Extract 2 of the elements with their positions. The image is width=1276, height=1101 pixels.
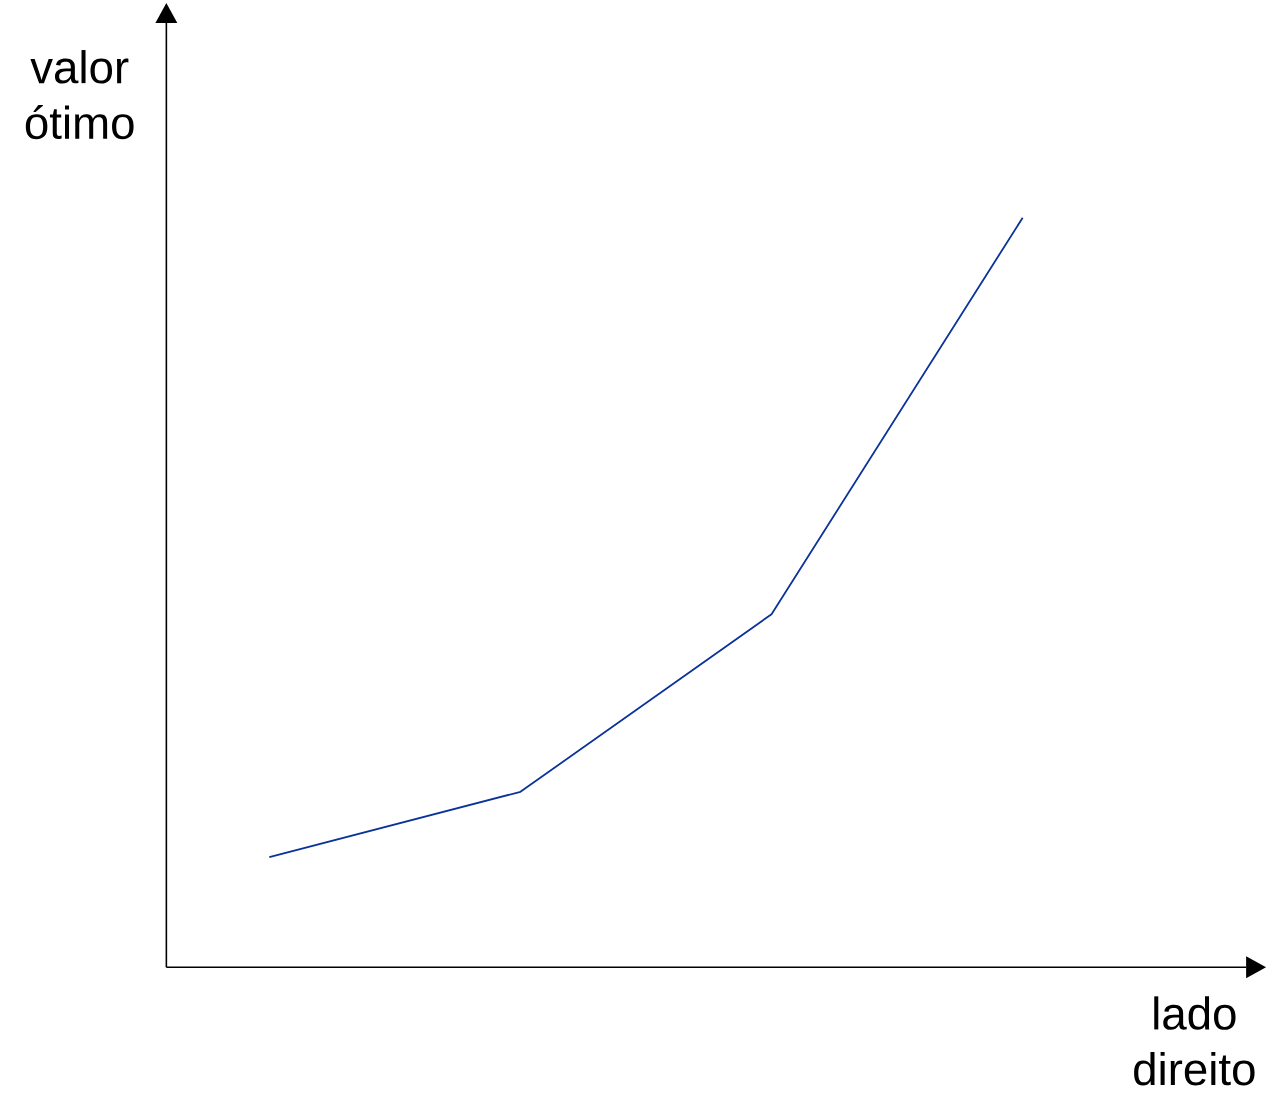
x-axis-title: lado direito (1134, 996, 1255, 1086)
y-axis-title: valor ótimo (25, 50, 134, 140)
